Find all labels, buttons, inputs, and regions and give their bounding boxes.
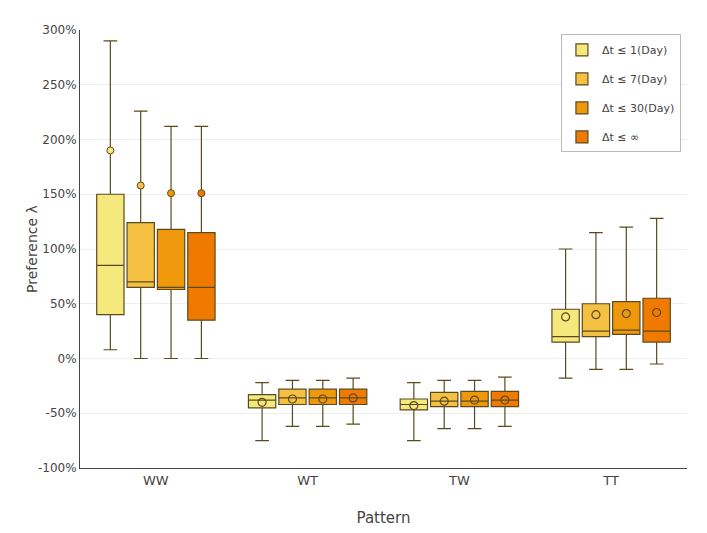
svg-text:0%: 0% <box>58 352 77 366</box>
svg-text:Δt ≤ ∞: Δt ≤ ∞ <box>602 131 639 144</box>
svg-text:Δt ≤ 7(Day): Δt ≤ 7(Day) <box>602 73 667 86</box>
svg-text:-50%: -50% <box>46 406 77 420</box>
svg-text:-100%: -100% <box>38 461 77 475</box>
svg-text:150%: 150% <box>42 187 76 201</box>
svg-text:WT: WT <box>297 473 318 488</box>
svg-text:250%: 250% <box>42 78 76 92</box>
svg-text:Δt ≤ 30(Day): Δt ≤ 30(Day) <box>602 102 674 115</box>
svg-text:Pattern: Pattern <box>357 509 411 527</box>
svg-text:TT: TT <box>602 473 619 488</box>
svg-text:300%: 300% <box>42 23 76 37</box>
svg-text:50%: 50% <box>50 297 77 311</box>
svg-text:Δt ≤ 1(Day): Δt ≤ 1(Day) <box>602 44 667 57</box>
svg-text:100%: 100% <box>42 242 76 256</box>
svg-text:200%: 200% <box>42 133 76 147</box>
svg-text:WW: WW <box>143 473 169 488</box>
svg-text:TW: TW <box>448 473 470 488</box>
svg-text:Preference λ: Preference λ <box>24 205 40 293</box>
